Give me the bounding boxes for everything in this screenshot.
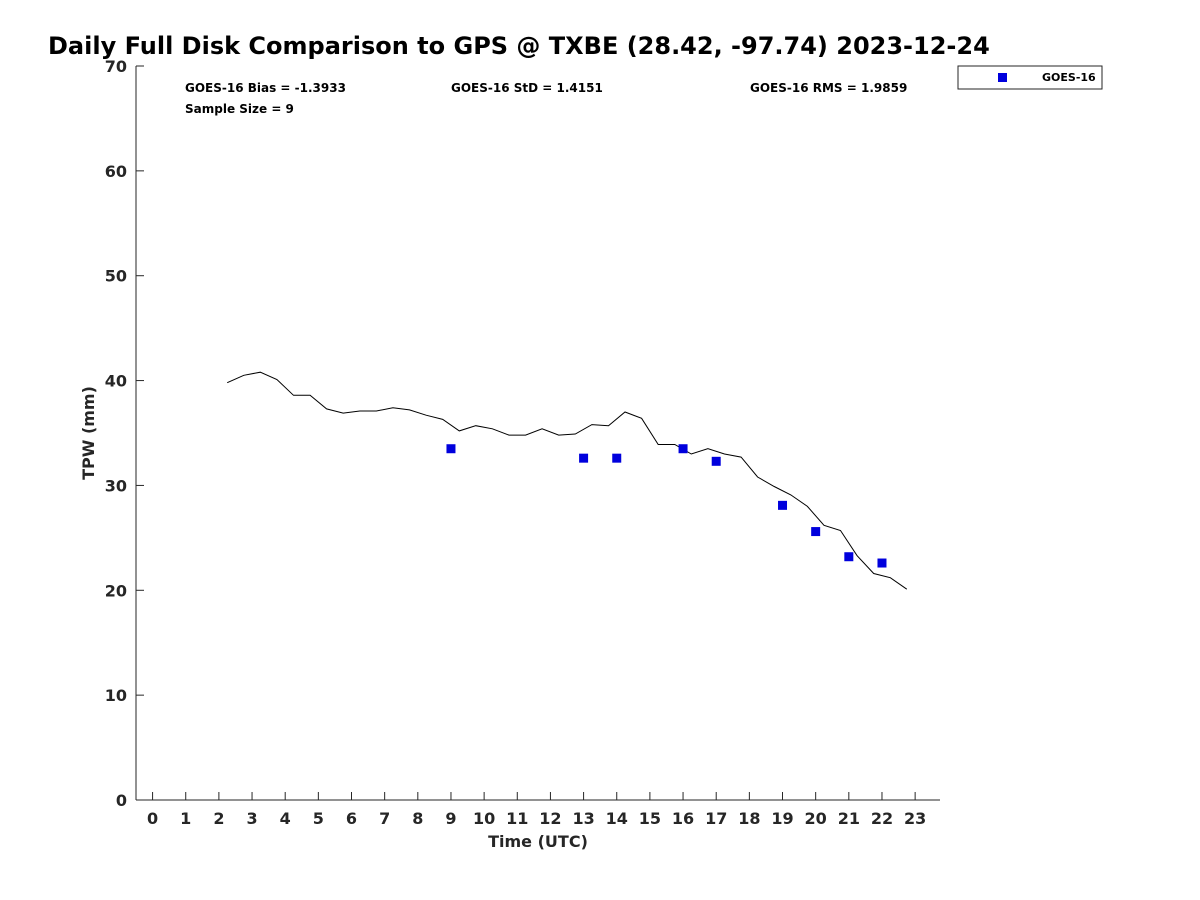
- x-tick-label: 13: [572, 809, 594, 828]
- x-tick-label: 20: [805, 809, 827, 828]
- x-tick-label: 12: [539, 809, 561, 828]
- x-tick-label: 19: [771, 809, 793, 828]
- goes-16-point: [579, 453, 589, 463]
- goes-16-point: [612, 453, 622, 463]
- sample-size-stat: Sample Size = 9: [185, 102, 294, 116]
- goes-16-point: [778, 500, 788, 510]
- x-tick-label: 10: [473, 809, 495, 828]
- bias-stat: GOES-16 Bias = -1.3933: [185, 81, 346, 95]
- x-tick-label: 11: [506, 809, 528, 828]
- y-tick-label: 70: [105, 57, 127, 76]
- goes-16-point: [678, 444, 688, 454]
- x-tick-label: 5: [313, 809, 324, 828]
- x-tick-label: 1: [180, 809, 191, 828]
- x-tick-label: 0: [147, 809, 158, 828]
- x-tick-label: 17: [705, 809, 727, 828]
- x-tick-label: 14: [606, 809, 628, 828]
- std-stat: GOES-16 StD = 1.4151: [451, 81, 603, 95]
- goes-16-point: [711, 456, 721, 466]
- x-tick-label: 2: [213, 809, 224, 828]
- x-tick-label: 22: [871, 809, 893, 828]
- goes-16-point: [446, 444, 456, 454]
- y-axis-label: TPW (mm): [79, 386, 98, 480]
- x-tick-label: 8: [412, 809, 423, 828]
- y-tick-label: 30: [105, 476, 127, 495]
- rms-stat: GOES-16 RMS = 1.9859: [750, 81, 907, 95]
- x-tick-label: 7: [379, 809, 390, 828]
- x-tick-label: 4: [280, 809, 291, 828]
- goes-16-point: [844, 552, 854, 562]
- x-tick-label: 6: [346, 809, 357, 828]
- x-tick-label: 16: [672, 809, 694, 828]
- x-tick-label: 23: [904, 809, 926, 828]
- y-tick-label: 20: [105, 581, 127, 600]
- x-axis-label: Time (UTC): [488, 832, 588, 851]
- goes-16-point: [811, 527, 821, 537]
- chart-title: Daily Full Disk Comparison to GPS @ TXBE…: [48, 32, 990, 60]
- legend-label-goes-16: GOES-16: [1042, 71, 1096, 84]
- x-axis: 0 1 2 3 4 5 6 7 8 9 10 11 12 13 14 15 16 17 18 19 20 21 22 23: [147, 792, 926, 828]
- x-tick-label: 3: [246, 809, 257, 828]
- legend-marker-goes-16: [998, 73, 1007, 82]
- y-tick-label: 0: [116, 791, 127, 810]
- x-tick-label: 21: [838, 809, 860, 828]
- legend: GOES-16: [957, 65, 1103, 90]
- y-tick-label: 60: [105, 162, 127, 181]
- x-tick-label: 9: [445, 809, 456, 828]
- legend-box: [957, 65, 1103, 90]
- gps-series: [226, 371, 908, 590]
- x-tick-label: 18: [738, 809, 760, 828]
- y-tick-label: 50: [105, 267, 127, 286]
- y-axis: 0 10 20 30 40 50 60 70: [105, 57, 144, 810]
- y-tick-label: 10: [105, 686, 127, 705]
- gps-line: [226, 371, 908, 590]
- x-tick-label: 15: [639, 809, 661, 828]
- goes-16-series: [446, 444, 887, 568]
- y-tick-label: 40: [105, 372, 127, 391]
- goes-16-point: [877, 558, 887, 568]
